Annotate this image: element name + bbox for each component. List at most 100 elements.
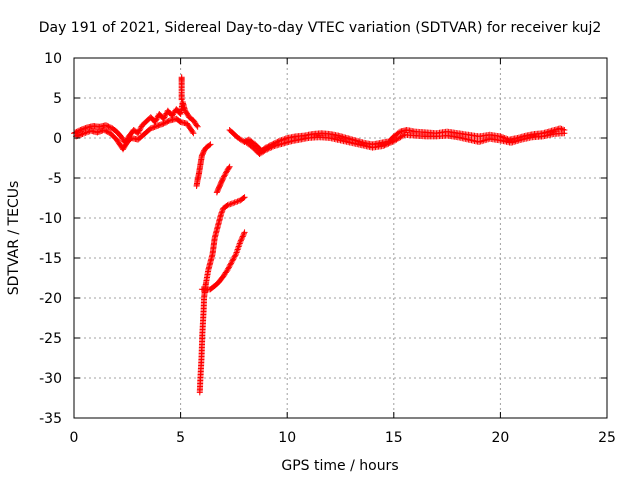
data-point <box>230 255 237 261</box>
x-tick-label: 5 <box>176 430 185 446</box>
data-point <box>225 201 232 208</box>
data-point <box>232 252 239 259</box>
data-point <box>228 200 235 207</box>
data-point <box>228 259 235 265</box>
data-point <box>400 132 407 139</box>
data-point <box>261 147 268 154</box>
data-point <box>104 128 111 135</box>
data-point <box>241 229 248 236</box>
data-point <box>221 172 228 179</box>
series-recovery-trace-lower <box>243 130 568 157</box>
data-point <box>79 131 86 137</box>
data-point <box>218 211 225 217</box>
data-point <box>234 198 241 205</box>
x-tick-label: 10 <box>278 430 296 446</box>
series-spike <box>178 74 185 103</box>
data-point <box>178 96 185 103</box>
data-point <box>235 245 242 251</box>
data-point <box>237 237 244 244</box>
series-drop-branch-upper <box>193 141 214 189</box>
data-point <box>163 119 170 126</box>
data-point <box>83 129 90 136</box>
data-point <box>190 130 197 137</box>
data-point <box>234 246 241 253</box>
data-point <box>136 127 143 134</box>
data-point <box>72 129 79 136</box>
series-rising-segment <box>213 163 233 196</box>
y-tick-label: -15 <box>39 251 62 267</box>
data-point <box>240 230 247 237</box>
chart-title: Day 191 of 2021, Sidereal Day-to-day VTE… <box>39 20 602 36</box>
data-point <box>194 123 201 130</box>
data-point <box>227 261 234 268</box>
x-tick-label: 0 <box>70 430 79 446</box>
series-drop-branch-lower <box>198 229 248 293</box>
data-point <box>226 163 233 170</box>
y-tick-label: 5 <box>53 91 62 107</box>
data-point <box>241 194 248 201</box>
data-point <box>224 202 231 209</box>
data-point <box>267 145 274 151</box>
data-point <box>137 126 144 133</box>
data-point <box>218 209 225 216</box>
data-point <box>220 175 227 181</box>
data-point <box>135 128 142 135</box>
x-axis-label: GPS time / hours <box>281 458 398 474</box>
data-point <box>384 141 391 148</box>
data-point <box>207 141 214 148</box>
data-point <box>219 176 226 183</box>
data-point <box>206 142 213 149</box>
data-point <box>265 145 272 152</box>
data-point <box>161 119 168 126</box>
data-point <box>239 233 246 240</box>
axis-ticks <box>73 57 608 419</box>
data-point <box>225 164 232 171</box>
data-point <box>389 138 396 145</box>
data-point <box>561 130 568 137</box>
x-tick-label: 25 <box>598 430 616 446</box>
grid-lines <box>74 58 607 418</box>
data-point <box>231 253 238 260</box>
data-point <box>380 143 387 149</box>
data-point <box>229 257 236 264</box>
data-point <box>189 129 196 135</box>
data-point <box>224 267 231 273</box>
data-point <box>220 173 227 180</box>
data-point <box>225 264 232 271</box>
data-point <box>106 124 113 131</box>
data-point <box>269 143 276 150</box>
data-point <box>239 234 246 241</box>
data-point <box>102 122 109 129</box>
data-point <box>103 128 110 135</box>
data-point <box>237 239 244 245</box>
data-point <box>102 127 109 134</box>
series-main-trace-lower <box>73 115 197 153</box>
data-point <box>226 263 233 269</box>
data-point <box>160 120 167 127</box>
data-point <box>80 130 87 137</box>
data-point <box>227 201 234 208</box>
data-point <box>137 124 144 131</box>
data-point <box>385 140 392 147</box>
data-point <box>238 236 245 243</box>
y-tick-label: 0 <box>53 131 62 147</box>
y-tick-label: -10 <box>39 211 62 227</box>
y-axis-label: SDTVAR / TECUs <box>6 181 22 296</box>
data-point <box>105 123 112 130</box>
y-tick-label: -25 <box>39 331 62 347</box>
data-point <box>235 243 242 250</box>
data-point <box>85 128 92 135</box>
data-point <box>225 265 232 272</box>
data-point <box>154 115 161 121</box>
data-point <box>161 113 168 120</box>
data-point <box>164 118 171 125</box>
data-point <box>230 256 237 263</box>
plot-frame <box>73 57 608 419</box>
series-drop-branch-steep <box>196 194 248 396</box>
data-point <box>104 122 111 129</box>
data-point <box>165 118 172 125</box>
data-point <box>388 139 395 146</box>
data-point <box>152 117 159 124</box>
data-marks <box>71 74 568 396</box>
data-point <box>153 116 160 123</box>
